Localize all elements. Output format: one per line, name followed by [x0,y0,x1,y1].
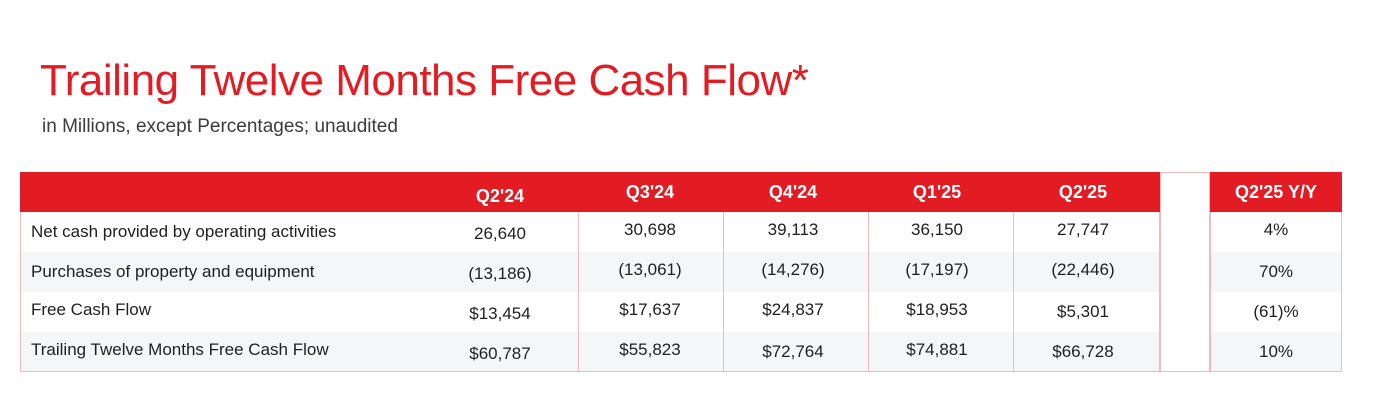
column-header-q3-24: Q3'24 [625,182,675,202]
table-cell: 36,150 [911,220,963,239]
table-cell: (22,446) [1051,260,1115,279]
column-header-q4-24: Q4'24 [768,182,818,202]
page-title: Trailing Twelve Months Free Cash Flow* [40,56,809,105]
table-cell: $5,301 [1057,302,1109,321]
column-header-q1-25: Q1'25 [912,182,962,202]
table-cell: $74,881 [906,340,968,359]
free-cash-flow-table: Q2'24 Q3'24 Q4'24 Q1'25 Q2'25 Q2'25 Y/Y … [20,172,1342,372]
table-cell: $13,454 [469,304,531,323]
column-divider [723,212,724,372]
table-cell: $24,837 [762,300,824,319]
table-header-bar [20,172,1160,212]
table-cell: (13,186) [468,264,532,283]
column-divider [868,212,869,372]
page-subtitle: in Millions, except Percentages; unaudit… [42,116,398,137]
yy-cell: 10% [1258,342,1294,361]
column-header-q2-25: Q2'25 [1058,182,1108,202]
yy-body-frame [1210,212,1342,372]
table-cell: $17,637 [619,300,681,319]
table-cell: (13,061) [618,260,682,279]
column-header-q2-24: Q2'24 [475,186,525,206]
column-header-yy: Q2'25 Y/Y [1234,182,1317,202]
table-cell: $72,764 [762,342,824,361]
table-cell: (14,276) [761,260,825,279]
column-gap [1160,172,1210,372]
column-divider [578,212,579,372]
row-label-operating-cash: Net cash provided by operating activitie… [31,222,337,241]
table-cell: $55,823 [619,340,681,359]
column-divider [1013,212,1014,372]
yy-row-2-bg [1210,252,1342,292]
row-label-free-cash-flow: Free Cash Flow [31,300,151,319]
row-label-ttm-free-cash-flow: Trailing Twelve Months Free Cash Flow [31,340,329,359]
table-cell: 27,747 [1057,220,1109,239]
table-cell: $18,953 [906,300,968,319]
table-cell: (17,197) [905,260,969,279]
table-cell: 30,698 [624,220,676,239]
yy-cell: 70% [1258,262,1294,281]
table-cell: 26,640 [474,224,526,243]
yy-header-bar [1210,172,1342,212]
table-cell: $60,787 [469,344,531,363]
yy-cell: (61)% [1253,302,1299,321]
table-row-2-bg [20,252,1160,292]
table-body-frame [20,212,1160,372]
table-cell: $66,728 [1052,342,1114,361]
yy-row-4-bg [1210,332,1342,372]
table-cell: 39,113 [767,220,819,239]
yy-cell: 4% [1263,220,1289,239]
row-label-purchases-ppe: Purchases of property and equipment [31,262,315,281]
table-row-4-bg [20,332,1160,372]
